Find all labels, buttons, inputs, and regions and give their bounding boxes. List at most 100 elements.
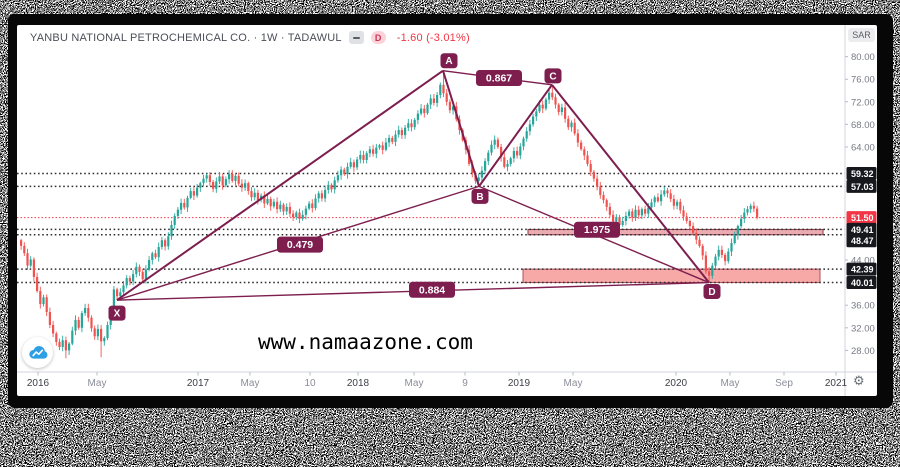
candle xyxy=(346,162,349,179)
ratio-label-0.884[interactable]: 0.884 xyxy=(409,281,455,298)
candle xyxy=(500,143,503,162)
candle xyxy=(42,294,45,307)
candle xyxy=(39,286,42,309)
candle xyxy=(720,245,723,258)
candle xyxy=(586,151,589,167)
candle xyxy=(400,127,403,139)
candle xyxy=(186,195,189,212)
price-axis-badge: 57.03 xyxy=(846,179,877,193)
candle xyxy=(80,310,83,333)
candle xyxy=(448,99,451,114)
candle xyxy=(176,207,179,219)
candle xyxy=(180,198,183,214)
candle xyxy=(416,110,419,125)
candle xyxy=(637,205,640,219)
pattern-zone[interactable] xyxy=(527,228,824,236)
candle xyxy=(388,134,391,147)
candle xyxy=(704,251,707,274)
candle xyxy=(164,238,167,251)
candle xyxy=(644,205,647,217)
candle xyxy=(522,136,525,151)
candle xyxy=(103,336,106,346)
pattern-point-label-D[interactable]: D xyxy=(703,284,721,300)
candle xyxy=(602,191,605,204)
candle xyxy=(740,214,743,229)
candle xyxy=(196,183,199,198)
candle xyxy=(288,202,291,218)
candle xyxy=(32,257,35,282)
price-axis-badge: 49.41 xyxy=(846,222,877,236)
candle xyxy=(279,200,282,212)
candle xyxy=(285,203,288,215)
candle xyxy=(276,197,279,214)
candle xyxy=(157,242,160,262)
candle xyxy=(676,199,679,210)
harmonic-pattern-line[interactable] xyxy=(551,84,710,284)
delayed-data-badge[interactable]: D xyxy=(370,31,386,44)
candle xyxy=(445,89,448,106)
candle xyxy=(660,190,663,206)
candle xyxy=(653,195,656,207)
candle xyxy=(362,150,365,164)
candle xyxy=(116,287,119,301)
candle xyxy=(551,84,554,101)
pattern-point-label-X[interactable]: X xyxy=(108,305,126,321)
pattern-point-label-A[interactable]: A xyxy=(440,53,458,69)
ratio-label-0.867[interactable]: 0.867 xyxy=(476,69,522,86)
candle xyxy=(708,266,711,283)
candle xyxy=(314,194,317,211)
candle xyxy=(215,177,218,193)
time-tick-label: 2020 xyxy=(665,378,688,389)
candle xyxy=(52,320,55,338)
time-tick-label: May xyxy=(564,378,583,389)
candle xyxy=(519,143,522,160)
harmonic-pattern-line[interactable] xyxy=(116,69,444,301)
candle xyxy=(570,120,573,132)
candle xyxy=(368,146,371,158)
harmonic-pattern-line[interactable] xyxy=(478,84,553,187)
candle xyxy=(244,179,247,191)
gear-icon[interactable]: ⚙ xyxy=(853,373,865,388)
chart-window: 0.479 0.867 1.975 0.884 X A B C D 80.00 76.00 72.00… xyxy=(17,25,877,396)
time-tick-label: 2019 xyxy=(508,378,531,389)
candle xyxy=(250,187,253,202)
candle xyxy=(96,324,99,341)
price-tick-label: 64.00 xyxy=(851,143,875,154)
candle xyxy=(711,262,714,280)
pattern-point-label-B[interactable]: B xyxy=(471,188,489,204)
candle xyxy=(487,150,490,166)
candle xyxy=(730,238,733,257)
candle xyxy=(544,97,547,111)
candle xyxy=(135,262,138,278)
candle xyxy=(192,186,195,201)
candle xyxy=(666,188,669,198)
ratio-label-1.975[interactable]: 1.975 xyxy=(574,221,620,238)
candle xyxy=(580,139,583,151)
harmonic-pattern-line[interactable] xyxy=(442,70,480,187)
candle xyxy=(423,104,426,118)
svg-text:42.39: 42.39 xyxy=(851,265,874,275)
price-tick-label: 68.00 xyxy=(851,120,875,131)
candle xyxy=(48,307,51,329)
candle xyxy=(26,248,29,271)
svg-text:X: X xyxy=(114,309,121,320)
ratio-label-0.479[interactable]: 0.479 xyxy=(277,236,323,253)
market-closed-icon[interactable] xyxy=(348,31,364,44)
pattern-zone[interactable] xyxy=(522,268,821,284)
candle xyxy=(58,338,61,351)
candle xyxy=(128,275,131,286)
candle xyxy=(77,316,80,330)
candle xyxy=(122,280,125,297)
pattern-point-label-C[interactable]: C xyxy=(544,68,562,84)
candle xyxy=(269,196,272,211)
candle xyxy=(663,186,666,197)
candle xyxy=(743,208,746,224)
candle xyxy=(567,115,570,131)
symbol-title[interactable]: YANBU NATIONAL PETROCHEMICAL CO. · 1W · … xyxy=(30,31,342,44)
time-tick-label: 9 xyxy=(462,378,468,389)
currency-badge[interactable]: SAR xyxy=(848,28,875,42)
chart-canvas[interactable]: 0.479 0.867 1.975 0.884 X A B C D 80.00 76.00 72.00… xyxy=(17,25,877,396)
svg-text:1.975: 1.975 xyxy=(584,224,610,236)
candle xyxy=(218,172,221,185)
